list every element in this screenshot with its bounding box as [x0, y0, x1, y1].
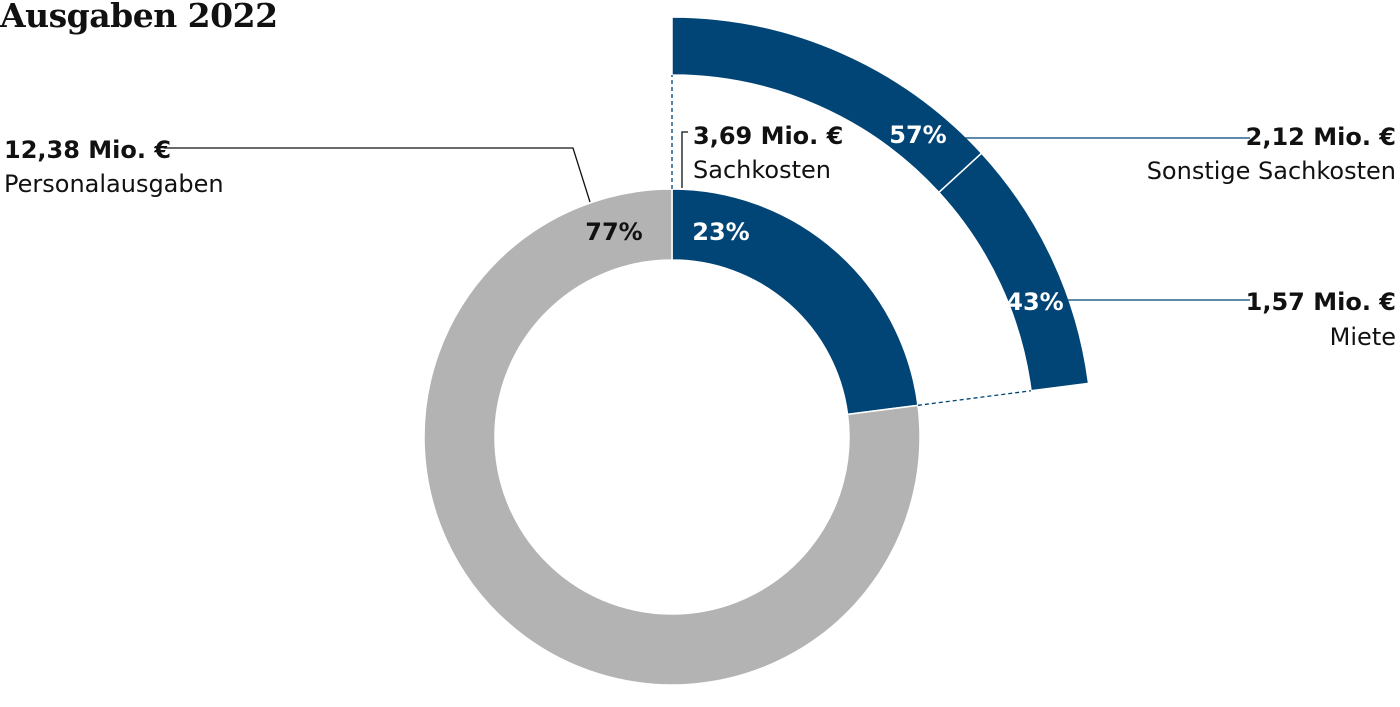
personal-value-label: 12,38 Mio. € [4, 136, 171, 164]
breakdown-slice-miete [937, 152, 1090, 392]
personal-share-label: 77% [585, 218, 642, 246]
chart-title: Ausgaben 2022 [0, 0, 278, 35]
connector-end-line [917, 390, 1032, 406]
sachkosten-leader-line [681, 131, 688, 188]
sonstige-value-label: 2,12 Mio. € [1246, 123, 1396, 151]
miete-share-label: 43% [1006, 288, 1063, 316]
personal-leader-line [164, 147, 591, 203]
miete-name-label: Miete [1330, 323, 1396, 351]
sachkosten-share-label: 23% [692, 218, 749, 246]
sonstige-name-label: Sonstige Sachkosten [1147, 157, 1396, 185]
chart-marks [423, 16, 1090, 686]
leader-lines [164, 75, 1250, 406]
sachkosten-value-label: 3,69 Mio. € [693, 122, 843, 150]
sonstige-share-label: 57% [889, 121, 946, 149]
donut-slice-personalausgaben [423, 188, 921, 686]
sachkosten-name-label: Sachkosten [693, 156, 831, 184]
miete-value-label: 1,57 Mio. € [1246, 288, 1396, 316]
personal-name-label: Personalausgaben [4, 170, 224, 198]
